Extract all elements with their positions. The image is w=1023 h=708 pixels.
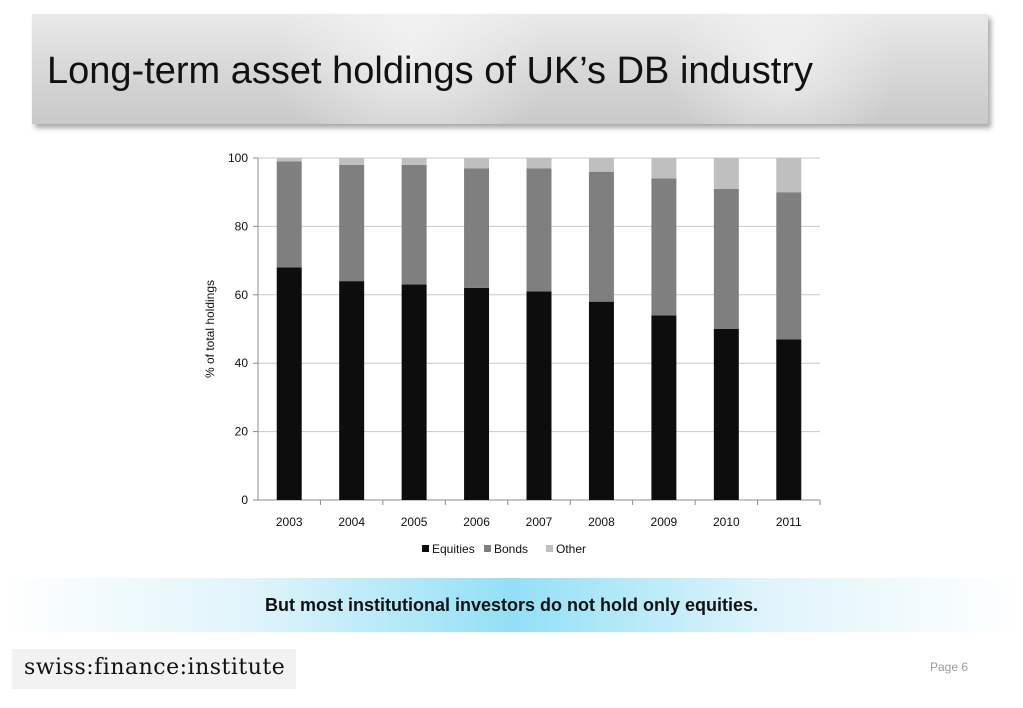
- bar-other-2011: [776, 158, 802, 193]
- bar-bonds-2009: [651, 178, 677, 316]
- bar-other-2008: [588, 158, 614, 172]
- x-tick-label: 2007: [526, 515, 553, 529]
- x-tick-label: 2009: [651, 515, 678, 529]
- bar-bonds-2008: [588, 171, 614, 302]
- slide-title: Long-term asset holdings of UK’s DB indu…: [47, 50, 813, 92]
- institute-logo: swiss:finance:institute: [12, 649, 296, 689]
- bar-bonds-2003: [276, 161, 302, 268]
- bar-other-2004: [339, 158, 365, 165]
- legend-swatch-equities: [422, 545, 429, 552]
- y-tick-label: 0: [241, 493, 248, 507]
- bar-bonds-2005: [401, 164, 427, 285]
- banner-highlight: [232, 14, 592, 124]
- bar-bonds-2004: [339, 164, 365, 282]
- footer-message: But most institutional investors do not …: [264, 595, 758, 615]
- stacked-bar-chart: 0 20 40 60 80 100 2003 2004 2005 2006 2007 2008 2009…: [203, 151, 821, 556]
- bar-equities-2003: [276, 267, 302, 500]
- legend-label-other: Other: [556, 542, 586, 556]
- bar-other-2005: [401, 158, 427, 165]
- y-axis-label: % of total holdings: [203, 280, 217, 378]
- x-tick-label: 2005: [401, 515, 428, 529]
- bar-bonds-2006: [464, 168, 490, 288]
- bar-equities-2006: [464, 287, 490, 500]
- bar-equities-2010: [713, 329, 739, 500]
- y-tick-label: 60: [235, 288, 249, 302]
- message-band: But most institutional investors do not …: [0, 578, 1023, 632]
- title-banner: Long-term asset holdings of UK’s DB indu…: [32, 14, 988, 124]
- page-number: Page 6: [930, 660, 969, 674]
- x-tick-label: 2003: [276, 515, 303, 529]
- y-tick-label: 100: [228, 151, 248, 165]
- y-tick-label: 40: [235, 356, 249, 370]
- bar-equities-2007: [526, 291, 552, 500]
- bar-bonds-2007: [526, 168, 552, 292]
- x-tick-label: 2008: [588, 515, 615, 529]
- bar-other-2009: [651, 158, 677, 179]
- bar-other-2006: [464, 158, 490, 169]
- bar-other-2003: [276, 158, 302, 162]
- bar-equities-2004: [339, 281, 365, 500]
- legend-swatch-other: [546, 545, 553, 552]
- x-tick-label: 2006: [463, 515, 490, 529]
- bar-equities-2008: [588, 301, 614, 500]
- x-tick-label: 2004: [338, 515, 365, 529]
- bar-other-2007: [526, 158, 552, 169]
- y-tick-label: 80: [235, 219, 249, 233]
- bar-bonds-2010: [713, 188, 739, 329]
- x-tick-label: 2010: [713, 515, 740, 529]
- bar-equities-2005: [401, 284, 427, 500]
- legend-label-bonds: Bonds: [494, 542, 528, 556]
- bar-bonds-2011: [776, 192, 802, 340]
- legend-label-equities: Equities: [432, 542, 475, 556]
- bar-equities-2011: [776, 339, 802, 500]
- bar-other-2010: [713, 158, 739, 189]
- legend-swatch-bonds: [484, 545, 491, 552]
- bar-equities-2009: [651, 315, 677, 500]
- logo-text: swiss:finance:institute: [24, 655, 286, 680]
- banner-highlight: [632, 14, 932, 124]
- x-tick-label: 2011: [776, 515, 802, 529]
- y-tick-label: 20: [235, 425, 249, 439]
